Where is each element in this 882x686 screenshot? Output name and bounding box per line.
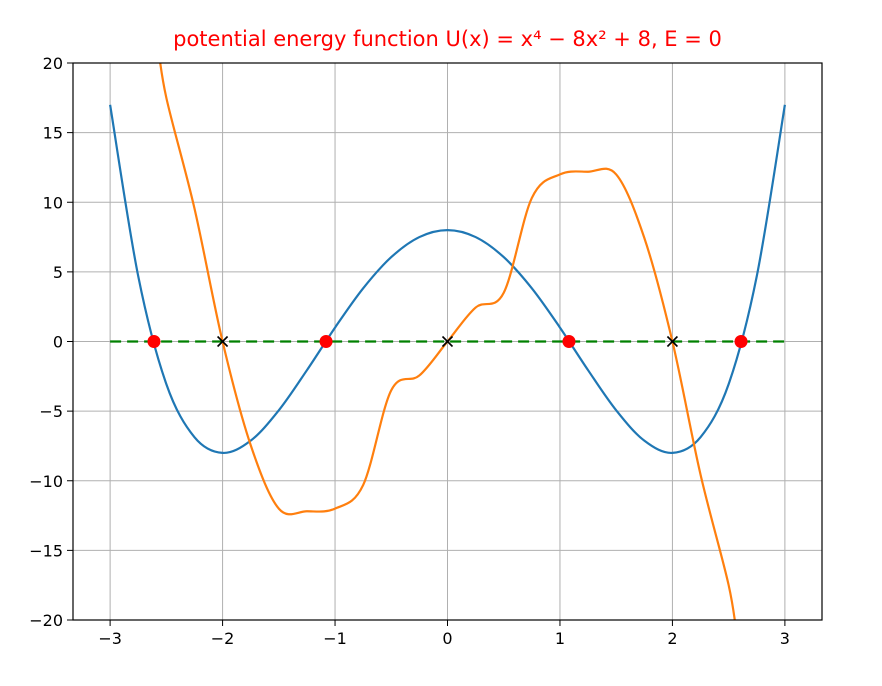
y-tick-label: −5 — [39, 402, 63, 421]
turning-point-marker — [562, 335, 576, 348]
chart-title: potential energy function U(x) = x⁴ − 8x… — [173, 27, 722, 51]
y-tick-label: −10 — [29, 472, 63, 491]
turning-point-marker — [147, 335, 161, 348]
turning-point-marker — [319, 335, 333, 348]
turning-point-marker — [734, 335, 748, 348]
equilibrium-marker-stroke — [441, 335, 454, 348]
equilibrium-marker — [217, 335, 229, 348]
x-tick-label: −2 — [211, 629, 235, 648]
y-tick-label: 20 — [43, 54, 63, 73]
y-tick-label: 15 — [43, 124, 63, 143]
y-tick-label: 0 — [53, 333, 63, 352]
x-tick-label: 2 — [667, 629, 677, 648]
x-tick-label: −3 — [98, 629, 122, 648]
plot-area — [109, 63, 786, 620]
equilibrium-marker — [666, 335, 678, 348]
equilibrium-marker — [441, 335, 454, 348]
series-curve-0 — [109, 104, 786, 455]
y-tick-label: −20 — [29, 611, 63, 630]
equilibrium-marker-stroke — [217, 335, 229, 348]
y-tick-label: 10 — [43, 193, 63, 212]
x-tick-label: 1 — [555, 629, 565, 648]
y-tick-label: 5 — [53, 263, 63, 282]
x-tick-label: 0 — [442, 629, 452, 648]
x-tick-label: −1 — [323, 629, 347, 648]
y-tick-label: −15 — [29, 541, 63, 560]
x-tick-label: 3 — [780, 629, 790, 648]
equilibrium-marker-stroke — [666, 335, 678, 348]
